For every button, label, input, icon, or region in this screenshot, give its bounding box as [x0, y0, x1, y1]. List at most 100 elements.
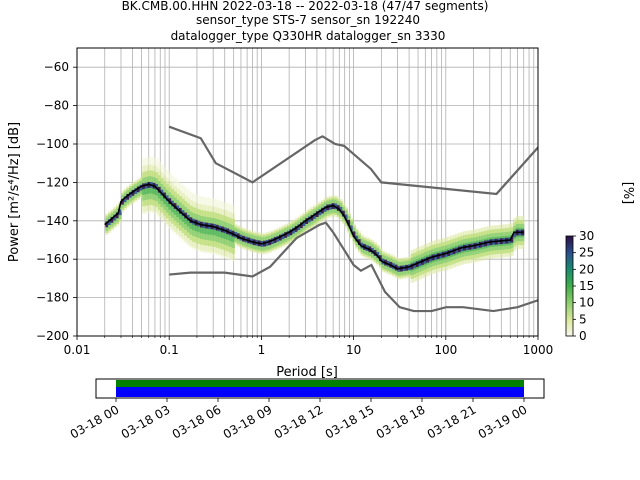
heatmap-cell — [179, 221, 183, 224]
heatmap-cell — [192, 201, 196, 204]
heatmap-cell — [136, 178, 141, 181]
heatmap-cell — [207, 243, 212, 247]
heatmap-cell — [289, 231, 293, 234]
heatmap-cell — [181, 194, 185, 197]
heatmap-cell — [210, 246, 214, 249]
heatmap-cell — [244, 240, 249, 243]
heatmap-cell — [426, 246, 430, 250]
heatmap-cell — [352, 223, 356, 226]
heatmap-cell — [165, 210, 170, 213]
heatmap-cell — [344, 221, 349, 225]
heatmap-cell — [150, 197, 154, 200]
heatmap-cell — [252, 231, 256, 234]
heatmap-cell — [465, 261, 470, 264]
heatmap-cell — [200, 206, 204, 209]
heatmap-cell — [371, 239, 375, 243]
heatmap-cell — [123, 188, 127, 191]
heatmap-cell — [323, 198, 327, 201]
heatmap-cell — [229, 225, 233, 228]
heatmap-cell — [123, 198, 127, 201]
heatmap-cell — [465, 251, 470, 255]
heatmap-cell — [152, 178, 156, 181]
heatmap-cell — [142, 162, 146, 165]
heatmap-cell — [168, 211, 172, 214]
heatmap-cell — [221, 239, 225, 242]
heatmap-cell — [410, 261, 414, 264]
heatmap-cell — [439, 263, 443, 266]
heatmap-cell — [231, 215, 235, 218]
heatmap-cell — [173, 212, 177, 215]
heatmap-cell — [252, 239, 256, 242]
heatmap-cell — [229, 221, 233, 224]
heatmap-cell — [239, 226, 243, 229]
heatmap-cell — [257, 251, 262, 254]
heatmap-cell — [231, 211, 235, 214]
heatmap-cell — [460, 258, 464, 261]
heatmap-cell — [200, 250, 204, 253]
heatmap-cell — [307, 218, 312, 221]
heatmap-cell — [136, 193, 141, 197]
heatmap-cell — [521, 221, 525, 224]
heatmap-cell — [155, 189, 159, 192]
heatmap-cell — [192, 199, 196, 202]
heatmap-cell — [510, 232, 514, 235]
heatmap-cell — [434, 267, 438, 270]
heatmap-cell — [421, 270, 425, 273]
heatmap-cell — [107, 220, 112, 224]
heatmap-cell — [460, 256, 464, 260]
heatmap-cell — [194, 207, 199, 211]
heatmap-cell — [142, 194, 146, 197]
heatmap-cell — [194, 242, 199, 245]
heatmap-cell — [392, 274, 396, 277]
heatmap-cell — [486, 237, 491, 240]
heatmap-cell — [231, 240, 235, 243]
heatmap-cell — [229, 223, 233, 226]
heatmap-cell — [473, 235, 477, 238]
heatmap-cell — [436, 264, 441, 267]
heatmap-cell — [305, 214, 309, 217]
heatmap-cell — [313, 214, 317, 217]
heatmap-cell — [413, 254, 417, 257]
heatmap-cell — [352, 238, 356, 242]
heatmap-cell — [223, 227, 227, 230]
heatmap-cell — [284, 226, 288, 229]
heatmap-cell — [155, 197, 159, 200]
heatmap-cell — [157, 180, 162, 184]
heatmap-cell — [497, 230, 501, 233]
heatmap-cell — [473, 238, 477, 242]
heatmap-cell — [263, 232, 267, 235]
heatmap-cell — [221, 214, 225, 217]
heatmap-cell — [239, 232, 243, 235]
heatmap-cell — [431, 248, 435, 251]
heatmap-cell — [442, 238, 446, 241]
heatmap-cell — [168, 203, 172, 206]
heatmap-cell — [150, 170, 154, 173]
heatmap-cell — [181, 229, 185, 232]
heatmap-cell — [173, 197, 177, 200]
heatmap-cell — [410, 253, 414, 256]
heatmap-cell — [468, 249, 472, 252]
heatmap-cell — [152, 205, 156, 208]
heatmap-cell — [255, 245, 259, 248]
heatmap-cell — [202, 216, 206, 219]
heatmap-cell — [471, 243, 475, 246]
heatmap-cell — [450, 241, 454, 244]
heatmap-cell — [344, 225, 349, 229]
heatmap-cell — [428, 249, 433, 252]
heatmap-cell — [492, 236, 496, 240]
heatmap-cell — [165, 172, 170, 175]
heatmap-cell — [210, 207, 214, 211]
heatmap-cell — [152, 171, 156, 174]
heatmap-cell — [139, 190, 143, 193]
heatmap-cell — [171, 202, 175, 205]
heatmap-cell — [434, 268, 438, 272]
heatmap-cell — [389, 271, 393, 274]
heatmap-cell — [179, 201, 183, 205]
heatmap-cell — [436, 266, 441, 269]
heatmap-cell — [457, 261, 462, 264]
heatmap-cell — [402, 270, 406, 273]
heatmap-cell — [200, 196, 204, 199]
heatmap-cell — [307, 225, 312, 229]
heatmap-cell — [413, 275, 417, 278]
heatmap-cell — [476, 238, 480, 241]
